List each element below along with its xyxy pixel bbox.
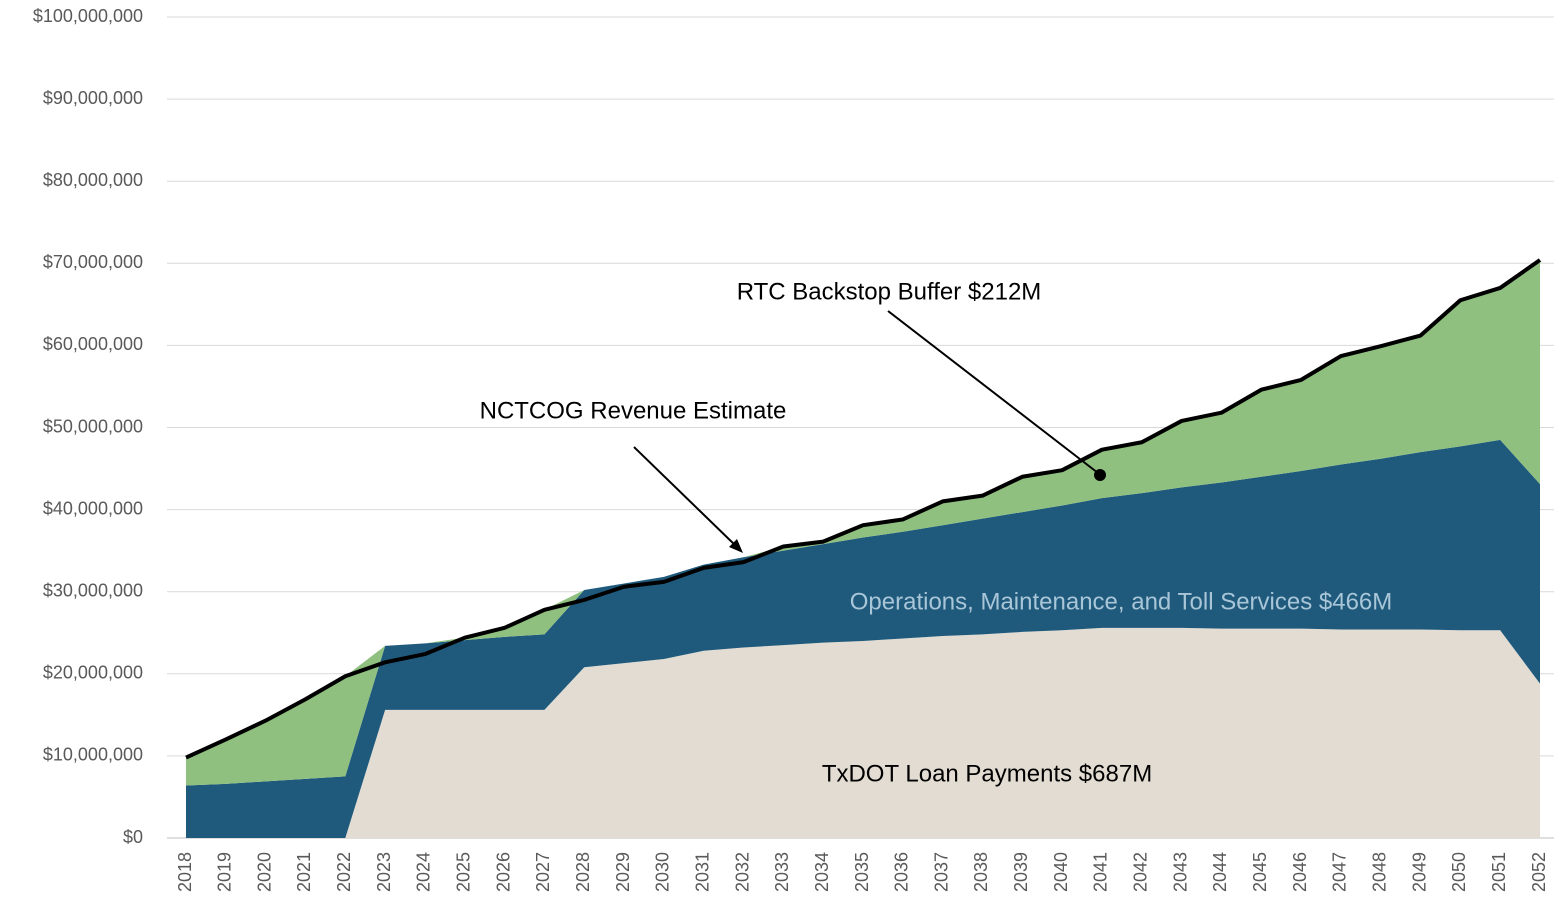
x-tick-label: 2038 [971,852,991,892]
x-tick-label: 2030 [653,852,673,892]
x-tick-label: 2046 [1290,852,1310,892]
x-tick-label: 2044 [1210,852,1230,892]
y-tick-label: $30,000,000 [43,580,143,600]
x-tick-label: 2040 [1051,852,1071,892]
areas [185,258,1542,838]
x-tick-label: 2031 [692,852,712,892]
x-tick-label: 2042 [1131,852,1151,892]
x-tick-label: 2020 [254,852,274,892]
y-tick-label: $60,000,000 [43,334,143,354]
area [186,260,1540,786]
x-tick-label: 2033 [772,852,792,892]
x-tick-label: 2041 [1091,852,1111,892]
y-tick-label: $50,000,000 [43,416,143,436]
annotation: NCTCOG Revenue Estimate [480,397,787,424]
annotation-arrow [633,446,737,547]
x-tick-label: 2037 [931,852,951,892]
x-tick-label: 2022 [334,852,354,892]
x-tick-label: 2043 [1170,852,1190,892]
x-tick-label: 2051 [1489,852,1509,892]
x-tick-label: 2052 [1529,852,1549,892]
x-tick-label: 2045 [1250,852,1270,892]
line [185,258,1542,760]
overlay: RTC Backstop Buffer $212M NCTCOG Revenue… [480,278,1393,787]
x-tick-label: 2019 [215,852,235,892]
y-tick-label: $70,000,000 [43,252,143,272]
x-tick-label: 2036 [892,852,912,892]
y-tick-label: $100,000,000 [33,6,143,26]
x-tick-label: 2023 [374,852,394,892]
y-tick-label: $20,000,000 [43,663,143,683]
annotation: TxDOT Loan Payments $687M [822,760,1152,787]
x-tick-label: 2050 [1449,852,1469,892]
annotation-dot [1094,469,1106,481]
x-tick-label: 2028 [573,852,593,892]
x-tick-label: 2039 [1011,852,1031,892]
x-tick-label: 2018 [175,852,195,892]
x-tick-label: 2049 [1409,852,1429,892]
x-tick-label: 2034 [812,852,832,892]
x-tick-label: 2025 [454,852,474,892]
y-tick-label: $80,000,000 [43,170,143,190]
x-tick-label: 2035 [852,852,872,892]
y-tick-label: $90,000,000 [43,88,143,108]
x-tick-label: 2048 [1369,852,1389,892]
y-tick-label: $10,000,000 [43,745,143,765]
x-tick-label: 2032 [732,852,752,892]
annotation-arrowhead [729,539,743,553]
annotation-arrow [887,310,1099,474]
x-tick-label: 2029 [613,852,633,892]
annotation: Operations, Maintenance, and Toll Servic… [850,588,1393,615]
x-tick-label: 2024 [414,852,434,892]
y-tick-label: $40,000,000 [43,498,143,518]
x-tick-label: 2027 [533,852,553,892]
area [186,439,1540,838]
y-tick-label: $0 [123,827,143,847]
area [186,627,1540,838]
x-tick-label: 2021 [294,852,314,892]
x-tick-label: 2047 [1330,852,1350,892]
x-tick-label: 2026 [493,852,513,892]
annotation: RTC Backstop Buffer $212M [737,278,1042,305]
